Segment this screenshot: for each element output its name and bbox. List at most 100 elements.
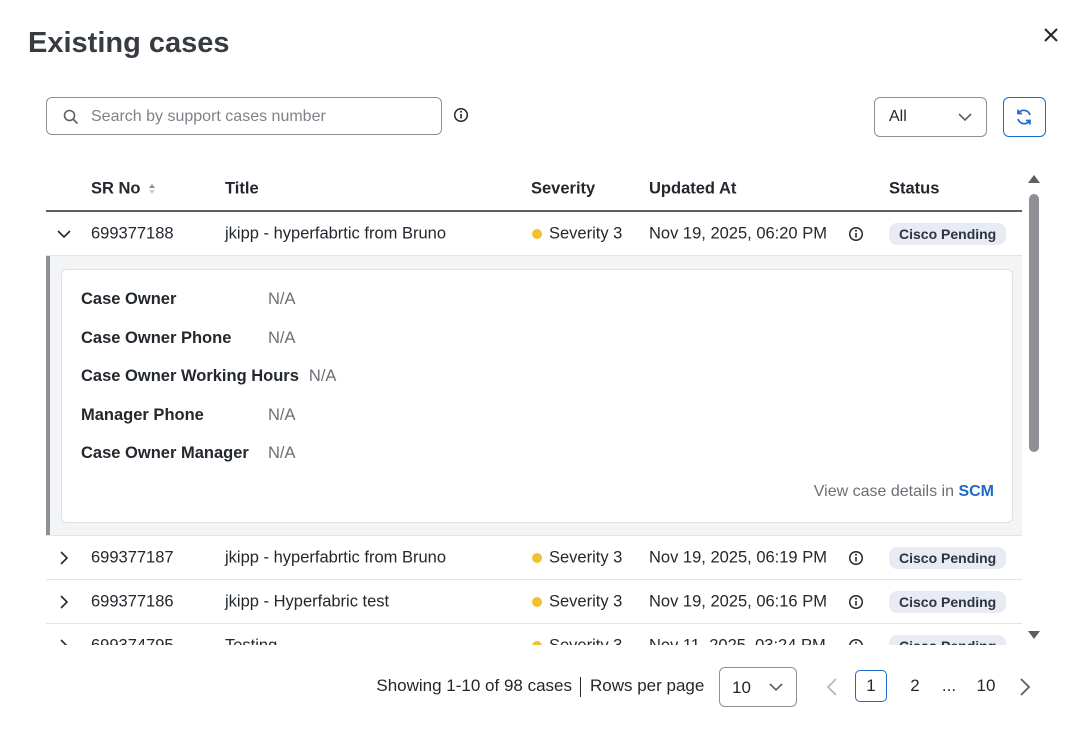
severity: Severity 3 — [549, 548, 623, 566]
dropdown-chevron — [958, 113, 972, 122]
field-label: Case Owner Phone — [81, 328, 232, 347]
sort-icon[interactable] — [147, 183, 157, 195]
expand-toggle-svg — [60, 638, 68, 645]
rows-per-page-value: 10 — [732, 678, 751, 697]
expand-toggle[interactable] — [56, 594, 72, 610]
updated-at: Nov 11, 2025, 03:24 PM — [649, 636, 826, 645]
info-icon[interactable] — [848, 594, 864, 610]
field-value: N/A — [268, 405, 296, 424]
filter-value: All — [889, 108, 907, 125]
severity: Severity 3 — [549, 224, 623, 242]
detail-field: Case Owner Phone N/A — [81, 329, 296, 348]
info-icon[interactable] — [848, 638, 864, 645]
search-icon — [63, 109, 79, 125]
field-label: Case Owner Manager — [81, 444, 249, 462]
filter-select[interactable]: All — [874, 97, 987, 137]
column-header[interactable]: SR No — [91, 179, 141, 198]
column-header: Title — [225, 179, 259, 198]
table-viewport: SR No Title Severity Updated At Status 69937… — [46, 168, 1022, 645]
severity-dot — [532, 228, 542, 239]
column-header: Severity — [531, 179, 596, 198]
detail-field: Case Owner Manager N/A — [81, 444, 296, 463]
severity: Severity 3 — [549, 592, 623, 610]
field-value: N/A — [268, 444, 296, 462]
sr-number: 699374795 — [91, 636, 174, 645]
field-label: Case Owner Working Hours — [81, 367, 299, 385]
search-input[interactable]: Search by support cases number — [46, 97, 442, 135]
page-button[interactable]: 1 — [855, 670, 887, 702]
page-button[interactable]: 2 — [910, 676, 920, 695]
updated-at: Nov 19, 2025, 06:20 PM — [649, 224, 827, 242]
table-row[interactable]: 699374795 Testing Severity 3 Nov 11, 2025, … — [46, 624, 1022, 645]
prev-page[interactable] — [825, 677, 839, 697]
refresh-button[interactable] — [1003, 97, 1046, 137]
status-badge: Cisco Pending — [889, 634, 1007, 645]
table-row[interactable]: 699377188 jkipp - hyperfabrtic from Bruno… — [46, 212, 1022, 256]
next-page[interactable] — [1018, 677, 1032, 697]
info-icon-svg — [848, 594, 864, 609]
field-label: Manager Phone — [81, 405, 204, 424]
detail-field: Case Owner Working Hours N/A — [81, 367, 336, 386]
column-header: Updated At — [649, 179, 737, 198]
details-card: Case Owner N/A Case Owner Phone N/A Case Own… — [61, 269, 1013, 523]
severity-dot — [532, 552, 542, 563]
page-button[interactable]: 10 — [976, 676, 996, 695]
updated-at: Nov 19, 2025, 06:16 PM — [649, 592, 827, 610]
rows-per-page-label: Rows per page — [590, 676, 705, 695]
close-button[interactable] — [1043, 27, 1059, 43]
field-value: N/A — [308, 367, 337, 385]
field-label: Case Owner — [81, 290, 177, 308]
expand-toggle-svg — [60, 550, 69, 565]
updated-at: Nov 19, 2025, 06:19 PM — [649, 548, 827, 566]
accent-bar — [46, 256, 50, 535]
sr-number: 699377187 — [91, 548, 174, 566]
info-icon[interactable] — [848, 550, 864, 566]
search-placeholder: Search by support cases number — [91, 108, 326, 125]
severity: Severity 3 — [549, 636, 623, 645]
expand-toggle[interactable] — [56, 638, 72, 645]
detail-field: Manager Phone N/A — [81, 406, 296, 425]
case-title: jkipp - Hyperfabric test — [225, 592, 390, 610]
scrollbar[interactable] — [1024, 168, 1044, 646]
status-badge: Cisco Pending — [889, 222, 1007, 245]
separator — [580, 677, 581, 697]
expand-toggle-svg — [57, 229, 71, 238]
info-icon-svg — [848, 226, 864, 241]
table-header: SR No Title Severity Updated At Status — [46, 168, 1022, 212]
pagination-summary: Showing 1-10 of 98 cases — [376, 676, 572, 695]
case-title: Testing — [225, 636, 278, 645]
expand-toggle[interactable] — [56, 226, 72, 242]
info-icon-svg — [848, 638, 864, 645]
rows-per-page-select[interactable]: 10 — [719, 667, 797, 707]
table-row[interactable]: 699377187 jkipp - hyperfabrtic from Bruno… — [46, 536, 1022, 580]
info-icon-svg — [848, 550, 864, 565]
severity-dot — [532, 596, 542, 607]
status-badge: Cisco Pending — [889, 546, 1007, 569]
sr-number: 699377186 — [91, 592, 174, 610]
expand-toggle[interactable] — [56, 550, 72, 566]
details-link-line: View case details in SCM — [814, 483, 994, 501]
dialog-title: Existing cases — [28, 27, 230, 59]
scm-link[interactable]: SCM — [958, 483, 994, 500]
expand-toggle-svg — [60, 594, 69, 609]
table-body: 699377188 jkipp - hyperfabrtic from Bruno… — [46, 212, 1022, 645]
case-title: jkipp - hyperfabrtic from Bruno — [225, 548, 447, 566]
sr-number: 699377188 — [91, 224, 174, 242]
field-value: N/A — [268, 290, 296, 308]
info-icon[interactable] — [848, 226, 864, 242]
case-title: jkipp - hyperfabrtic from Bruno — [225, 224, 447, 242]
info-icon[interactable] — [453, 107, 469, 123]
dropdown-chevron — [769, 683, 783, 692]
severity-dot — [532, 640, 542, 645]
detail-field: Case Owner N/A — [81, 290, 296, 309]
page-button[interactable]: ... — [941, 676, 957, 695]
case-details: Case Owner N/A Case Owner Phone N/A Case Own… — [46, 256, 1022, 536]
refresh-icon — [1017, 109, 1031, 125]
sort-icon-svg — [149, 184, 155, 194]
table-row[interactable]: 699377186 jkipp - Hyperfabric test Severit… — [46, 580, 1022, 624]
field-value: N/A — [268, 328, 296, 347]
link-prefix: View case details in — [813, 483, 954, 500]
column-header: Status — [889, 179, 940, 198]
status-badge: Cisco Pending — [889, 590, 1007, 613]
